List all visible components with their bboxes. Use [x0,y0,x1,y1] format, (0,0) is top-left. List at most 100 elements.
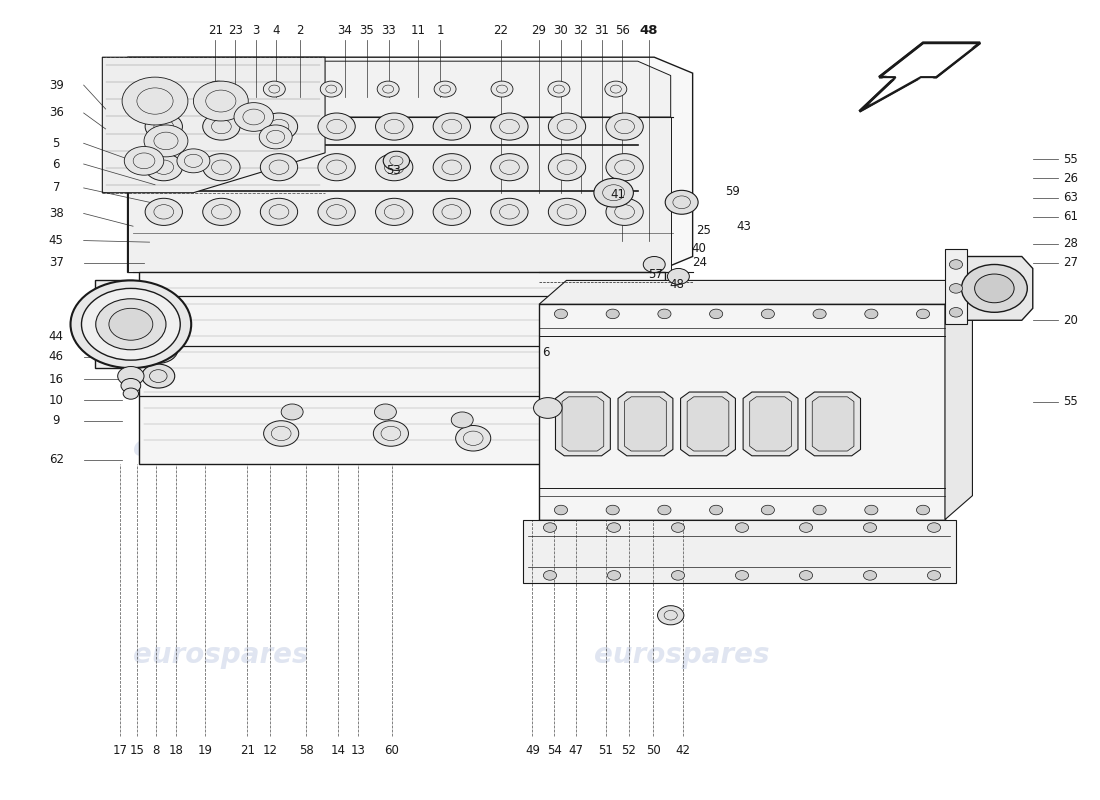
Ellipse shape [598,336,634,356]
Circle shape [671,570,684,580]
Text: 49: 49 [525,744,540,758]
Ellipse shape [500,286,536,306]
Circle shape [491,113,528,140]
Text: 44: 44 [48,330,64,342]
Circle shape [263,81,285,97]
Circle shape [543,570,557,580]
Text: eurospares: eurospares [133,641,309,669]
Text: 40: 40 [692,242,706,255]
Circle shape [916,309,930,318]
Text: 46: 46 [48,350,64,363]
Circle shape [658,309,671,318]
Circle shape [264,421,299,446]
Ellipse shape [381,139,400,150]
Circle shape [607,570,620,580]
Polygon shape [681,392,736,456]
Polygon shape [750,397,791,451]
Text: 13: 13 [351,744,365,758]
Circle shape [607,522,620,532]
Ellipse shape [557,186,576,197]
Ellipse shape [505,134,541,156]
Ellipse shape [208,286,243,306]
Circle shape [433,113,471,140]
Text: 1: 1 [437,24,444,38]
Text: 6: 6 [53,158,60,170]
Polygon shape [128,57,693,273]
Polygon shape [95,281,133,368]
Ellipse shape [417,134,453,156]
Ellipse shape [549,134,584,156]
Circle shape [736,522,749,532]
Ellipse shape [306,386,341,406]
Text: 55: 55 [1064,395,1078,408]
Ellipse shape [294,186,313,197]
Polygon shape [744,392,798,456]
Text: 48: 48 [639,24,658,38]
Circle shape [377,81,399,97]
Text: eurospares: eurospares [594,641,769,669]
Circle shape [318,198,355,226]
Circle shape [710,309,723,318]
Polygon shape [961,257,1033,320]
Ellipse shape [550,386,584,406]
Text: 36: 36 [48,106,64,119]
Text: 62: 62 [48,454,64,466]
Text: 23: 23 [228,24,242,38]
Polygon shape [945,249,967,324]
Ellipse shape [257,336,292,356]
Circle shape [606,198,643,226]
Text: 31: 31 [594,24,609,38]
Circle shape [118,366,144,386]
Circle shape [70,281,191,368]
Ellipse shape [285,134,321,156]
Circle shape [81,288,180,360]
Polygon shape [688,397,729,451]
Circle shape [261,154,298,181]
Circle shape [813,506,826,515]
Circle shape [261,113,298,140]
Ellipse shape [250,139,270,150]
Text: 9: 9 [53,414,60,427]
Text: 2: 2 [296,24,304,38]
Circle shape [554,309,568,318]
Polygon shape [945,281,972,519]
Text: 25: 25 [696,225,711,238]
Circle shape [144,125,188,157]
Circle shape [375,113,412,140]
Circle shape [644,257,666,273]
Circle shape [234,102,274,131]
Polygon shape [625,397,667,451]
Text: 12: 12 [263,744,277,758]
Text: 45: 45 [48,234,64,247]
Circle shape [134,302,183,338]
Ellipse shape [469,139,488,150]
Ellipse shape [354,386,389,406]
Circle shape [949,260,962,270]
Circle shape [434,81,456,97]
Polygon shape [128,117,671,273]
Polygon shape [539,281,972,304]
Ellipse shape [461,134,497,156]
Polygon shape [139,61,671,117]
Text: 43: 43 [737,220,751,233]
Text: 27: 27 [1064,256,1078,270]
Ellipse shape [337,186,356,197]
Circle shape [606,309,619,318]
Circle shape [710,506,723,515]
Circle shape [318,154,355,181]
Circle shape [671,522,684,532]
Ellipse shape [373,180,409,202]
Polygon shape [102,57,326,193]
Circle shape [145,154,183,181]
Circle shape [864,570,877,580]
Circle shape [658,506,671,515]
Circle shape [260,125,293,149]
Text: 61: 61 [1064,210,1078,223]
Text: 3: 3 [252,24,260,38]
Circle shape [949,307,962,317]
Circle shape [658,606,684,625]
Text: 18: 18 [168,744,184,758]
Circle shape [800,570,813,580]
Text: 52: 52 [621,744,637,758]
Ellipse shape [404,286,438,306]
